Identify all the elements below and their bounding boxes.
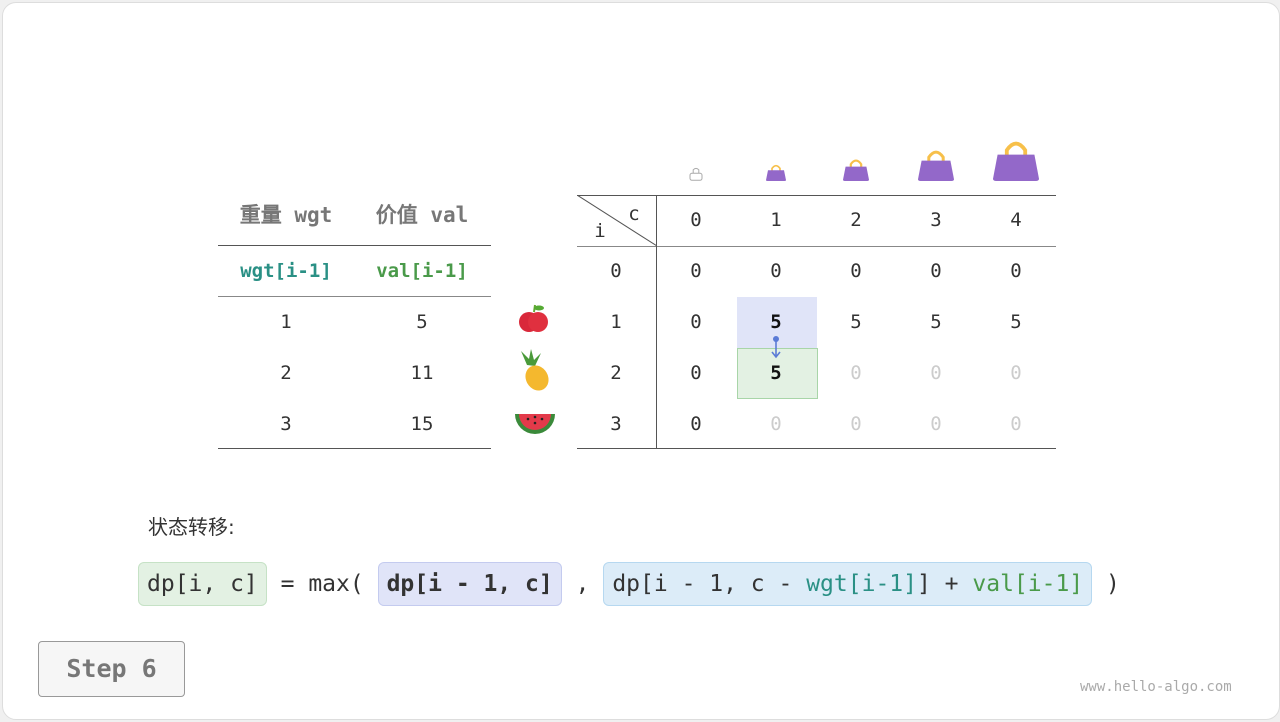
watermelon-icon xyxy=(515,414,555,434)
dp-cell: 0 xyxy=(690,413,702,435)
dp-cell: 0 xyxy=(690,362,702,384)
dp-cell: 0 xyxy=(770,413,782,435)
pineapple-icon xyxy=(521,349,549,391)
corner-row-label: i xyxy=(594,220,606,242)
transition-label: 状态转移: xyxy=(148,515,235,539)
formula-take-prefix: dp[i - 1, c - xyxy=(612,571,807,597)
subheader-wgt: wgt[i-1] xyxy=(240,260,332,282)
dp-cell: 0 xyxy=(930,362,942,384)
formula-option-take: dp[i - 1, c - wgt[i-1]] + val[i-1] xyxy=(603,562,1093,606)
row-header: 3 xyxy=(610,413,622,435)
formula: dp[i, c] = max( dp[i - 1, c] , dp[i - 1,… xyxy=(138,562,1120,606)
dp-cell: 0 xyxy=(1010,413,1022,435)
header-val: 价值 val xyxy=(375,203,469,227)
dp-cell: 0 xyxy=(850,413,862,435)
weight-cell: 1 xyxy=(280,311,292,333)
subheader-val: val[i-1] xyxy=(376,260,468,282)
apple-icon xyxy=(519,304,548,332)
dp-cell: 0 xyxy=(930,260,942,282)
dp-cell: 0 xyxy=(770,260,782,282)
bag-icon xyxy=(993,141,1039,181)
formula-comma: , xyxy=(575,571,590,597)
value-cell: 11 xyxy=(410,362,434,384)
dp-cell: 0 xyxy=(1010,362,1022,384)
header-wgt: 重量 wgt xyxy=(239,203,333,227)
formula-eq: = max( xyxy=(266,571,364,597)
bag-icon xyxy=(766,164,786,181)
value-cell: 15 xyxy=(410,413,434,435)
dp-cell: 5 xyxy=(770,362,782,384)
target-cell-highlight xyxy=(737,348,818,399)
dp-cell: 0 xyxy=(930,413,942,435)
value-cell: 5 xyxy=(416,311,428,333)
dp-cell: 0 xyxy=(850,362,862,384)
formula-lhs: dp[i, c] xyxy=(138,562,267,606)
row-header: 2 xyxy=(610,362,622,384)
dp-cell: 0 xyxy=(850,260,862,282)
col-header: 1 xyxy=(770,209,782,231)
row-header: 1 xyxy=(610,311,622,333)
dp-cell: 0 xyxy=(690,311,702,333)
formula-wgt: wgt[i-1] xyxy=(806,571,917,597)
row-header: 0 xyxy=(610,260,622,282)
formula-take-mid: ] + xyxy=(916,571,973,597)
weight-cell: 2 xyxy=(280,362,292,384)
col-header: 3 xyxy=(930,209,942,231)
formula-val: val[i-1] xyxy=(972,571,1084,597)
bag-icon xyxy=(843,159,869,181)
dp-cell: 0 xyxy=(690,260,702,282)
dp-cell: 5 xyxy=(770,311,782,333)
arrow-down-icon xyxy=(771,336,781,359)
formula-option-skip: dp[i - 1, c] xyxy=(377,562,562,606)
col-header: 0 xyxy=(690,209,702,231)
col-header: 2 xyxy=(850,209,862,231)
bag-icon xyxy=(918,150,954,181)
step-button[interactable]: Step 6 xyxy=(38,641,185,697)
dp-cell: 0 xyxy=(1010,260,1022,282)
dp-cell: 5 xyxy=(930,311,942,333)
weight-cell: 3 xyxy=(280,413,292,435)
watermark: www.hello-algo.com xyxy=(1080,679,1232,695)
empty-bag-icon xyxy=(689,167,703,181)
formula-close: ) xyxy=(1106,571,1120,597)
dp-cell: 5 xyxy=(850,311,862,333)
corner-col-label: c xyxy=(628,203,640,225)
dp-cell: 5 xyxy=(1010,311,1022,333)
col-header: 4 xyxy=(1010,209,1022,231)
